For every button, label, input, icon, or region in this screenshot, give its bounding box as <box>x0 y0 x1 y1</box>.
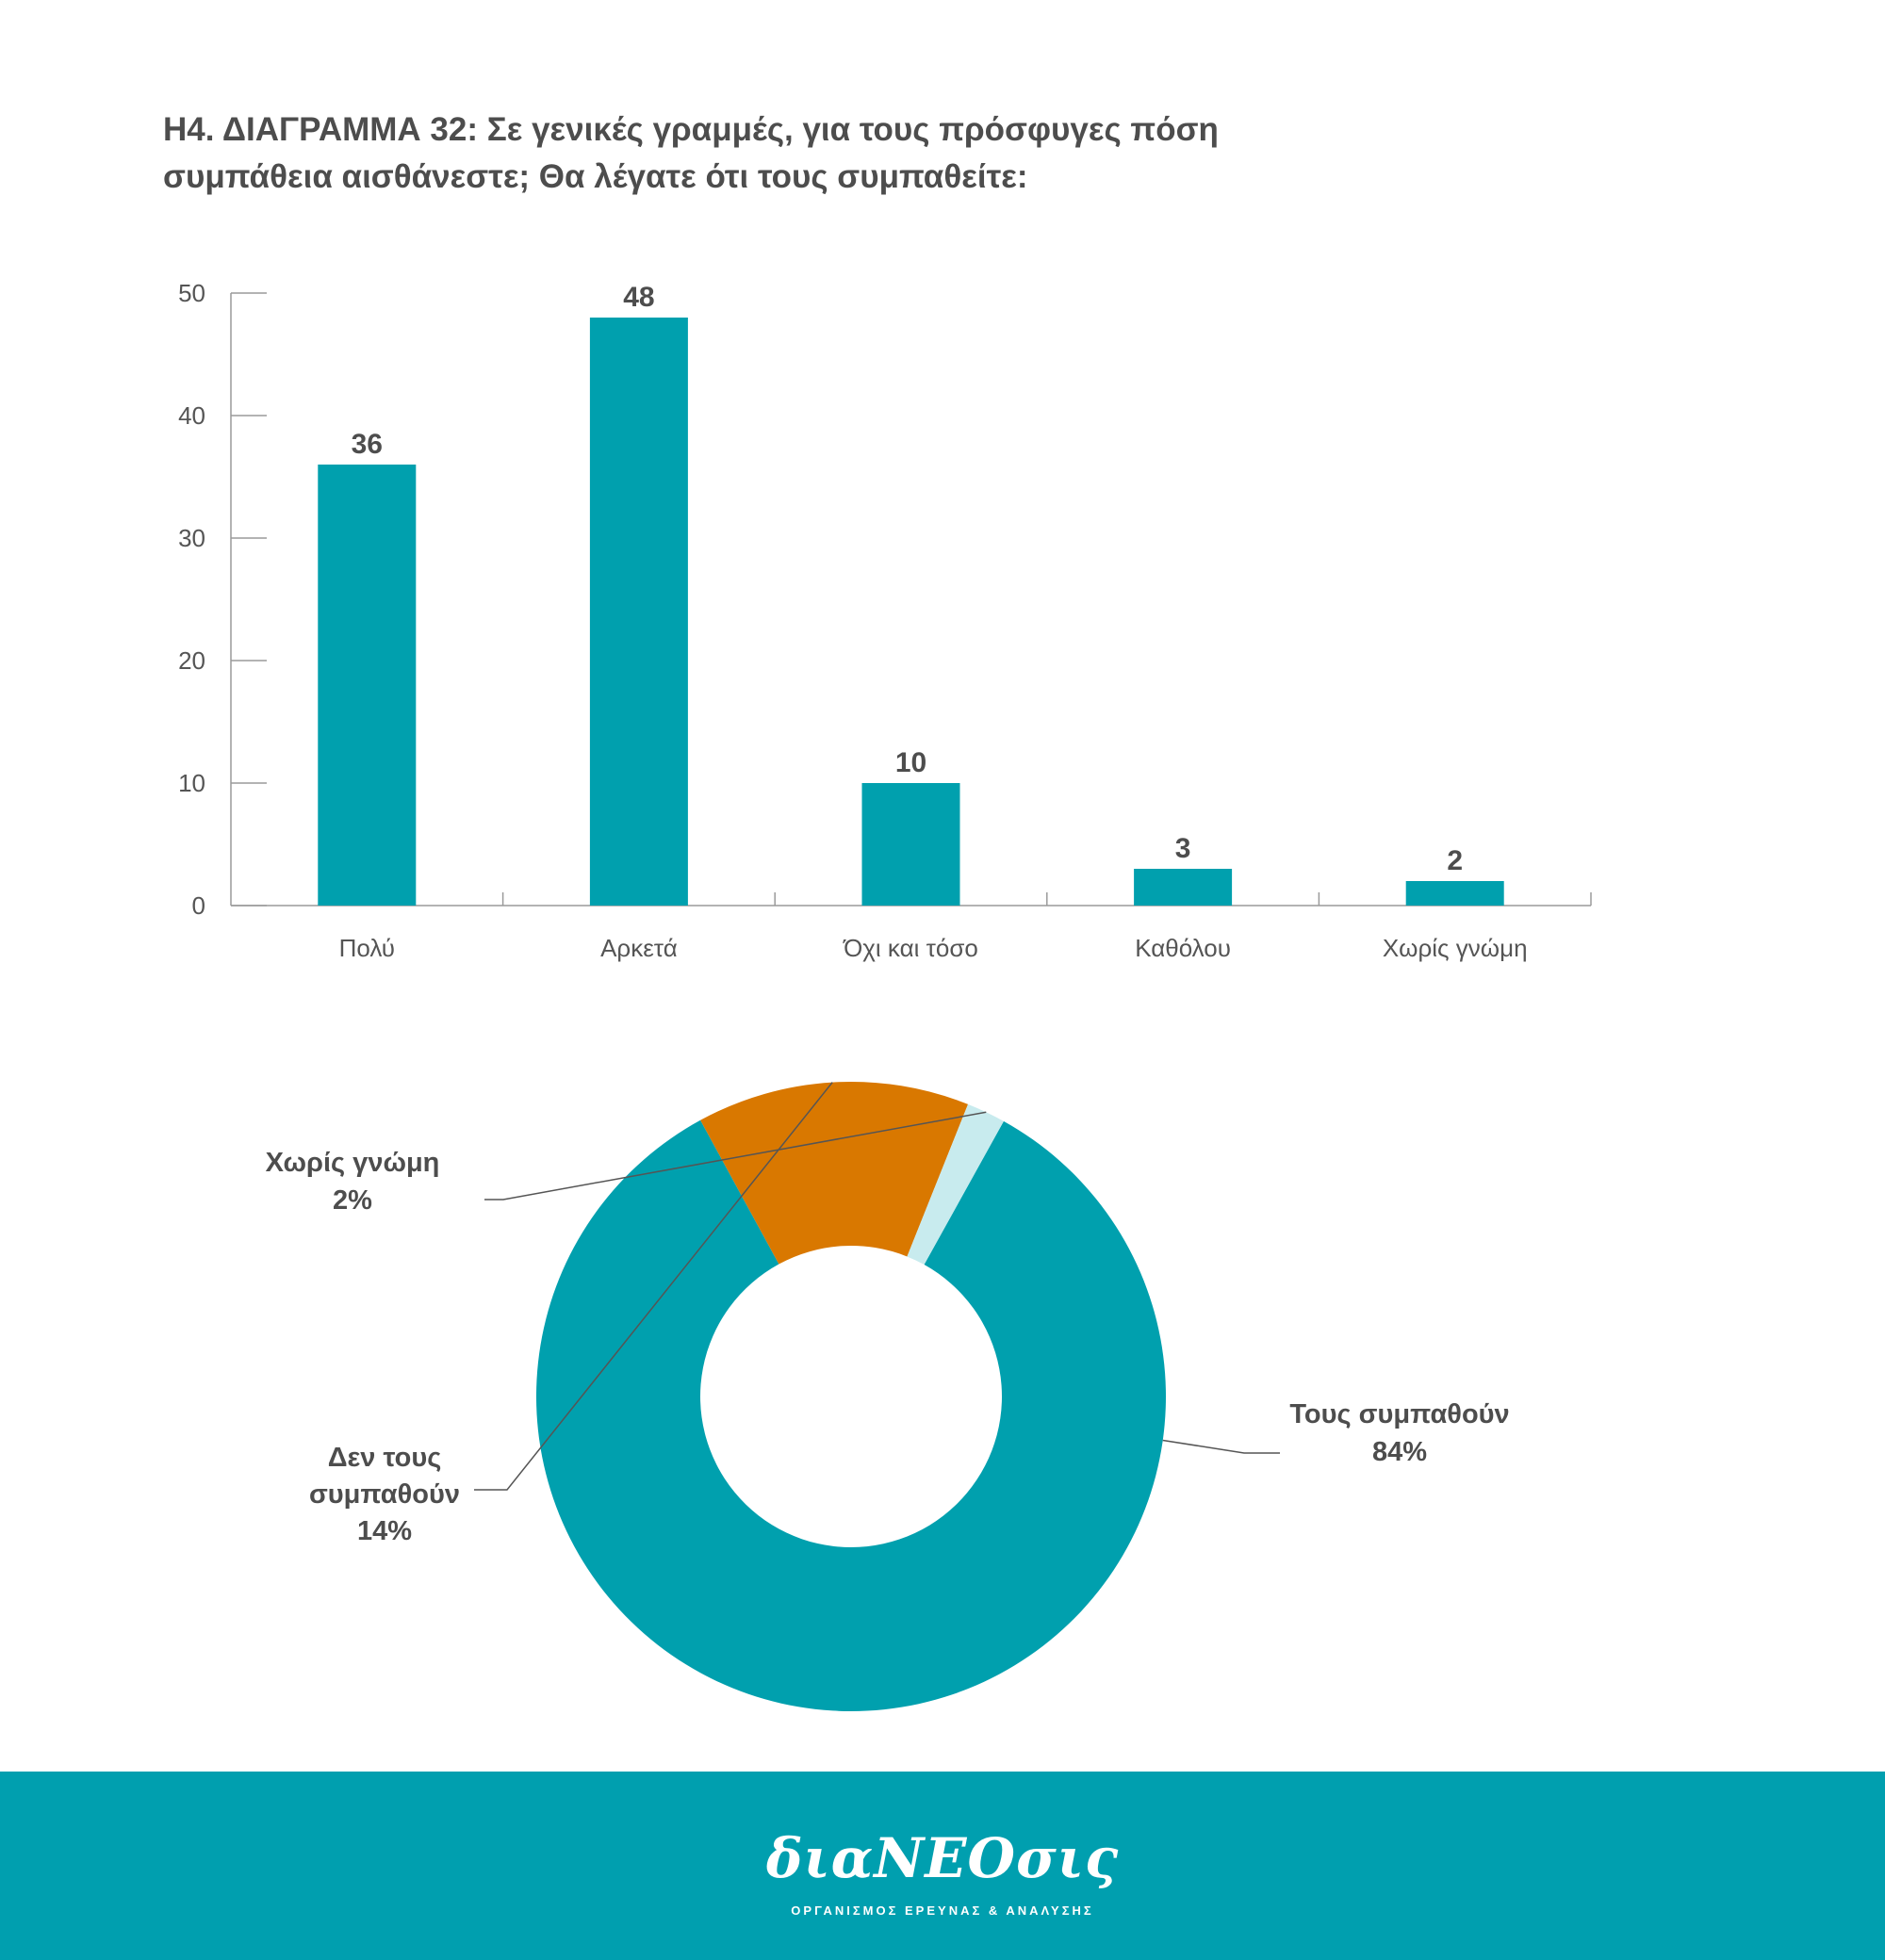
footer-tagline: ΟΡΓΑΝΙΣΜΟΣ ΕΡΕΥΝΑΣ & ΑΝΑΛΥΣΗΣ <box>791 1903 1094 1918</box>
bar-value-label: 2 <box>1447 845 1463 876</box>
bar <box>861 783 960 906</box>
donut-label-value: 2% <box>333 1185 372 1216</box>
donut-label-value: 84% <box>1372 1437 1427 1467</box>
bar <box>1134 869 1233 906</box>
y-tick-label: 40 <box>178 401 205 430</box>
donut-slice <box>907 1103 1004 1266</box>
donut-label-name: Χωρίς γνώμη <box>266 1148 440 1178</box>
donut-slice <box>536 1119 1166 1711</box>
y-tick-label: 0 <box>192 891 205 920</box>
chart-title-line-1: Η4. ΔΙΑΓΡΑΜΜΑ 32: Σε γενικές γραμμές, γι… <box>163 111 1219 148</box>
x-category-label: Αρκετά <box>600 934 678 962</box>
leader-line <box>484 1111 987 1200</box>
bar-value-label: 3 <box>1175 833 1191 864</box>
donut-label-value: 14% <box>357 1516 412 1546</box>
footer-banner: διαΝΕΟσις ΟΡΓΑΝΙΣΜΟΣ ΕΡΕΥΝΑΣ & ΑΝΑΛΥΣΗΣ <box>0 1772 1885 1960</box>
chart-title: Η4. ΔΙΑΓΡΑΜΜΑ 32: Σε γενικές γραμμές, γι… <box>163 106 1388 201</box>
bar <box>589 318 688 906</box>
bar-value-label: 36 <box>352 429 383 460</box>
x-category-label: Καθόλου <box>1135 934 1231 962</box>
donut-label-name: Τους συμπαθούν <box>1289 1399 1509 1429</box>
dianeosis-logo: διαΝΕΟσις <box>765 1826 1120 1890</box>
leader-line <box>474 1082 833 1491</box>
x-category-label: Χωρίς γνώμη <box>1383 934 1528 962</box>
bar-chart: 0 10 20 30 40 50 36 Πολύ 48 Αρκετά 10 Όχι και τόσο 3… <box>178 279 1592 962</box>
chart-title-line-2: συμπάθεια αισθάνεστε; Θα λέγατε ότι τους… <box>163 158 1028 195</box>
bar-value-label: 10 <box>895 747 926 778</box>
bar <box>1405 881 1504 906</box>
x-category-label: Πολύ <box>339 934 395 962</box>
donut-label-name: συμπαθούν <box>309 1479 460 1510</box>
bar-value-label: 48 <box>623 282 654 313</box>
y-tick-label: 10 <box>178 769 205 797</box>
donut-label-name: Δεν τους <box>328 1443 442 1473</box>
y-tick-label: 20 <box>178 646 205 675</box>
donut-chart: Τους συμπαθούν 84% Δεν τους συμπαθούν 14% Χωρ… <box>266 1082 1510 1711</box>
x-category-label: Όχι και τόσο <box>843 934 978 962</box>
y-tick-label: 30 <box>178 524 205 552</box>
y-tick-label: 50 <box>178 279 205 307</box>
bar <box>318 465 417 906</box>
leader-line <box>1162 1439 1280 1454</box>
